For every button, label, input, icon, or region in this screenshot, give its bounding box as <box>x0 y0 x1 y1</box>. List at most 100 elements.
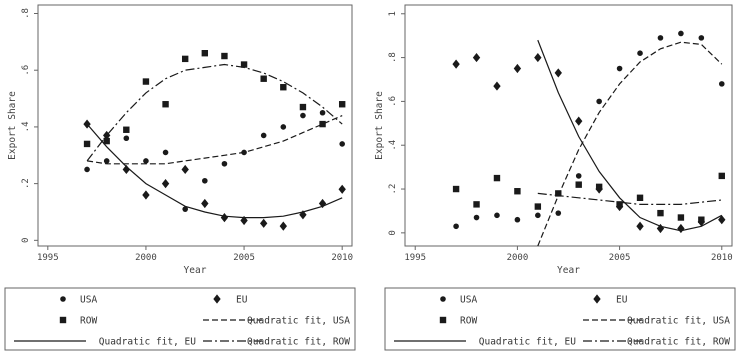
point-row <box>280 84 287 91</box>
x-tick-label: 1995 <box>404 253 426 263</box>
y-tick-label: .6 <box>388 96 398 107</box>
x-axis-label: Year <box>557 265 580 276</box>
point-row <box>452 185 460 193</box>
y-axis-label: Export Share <box>374 91 385 160</box>
point-eu <box>718 215 726 225</box>
y-tick-label: .6 <box>21 65 31 76</box>
legend-marker-diamond <box>593 294 601 304</box>
point-row <box>534 203 542 210</box>
y-tick-label: .4 <box>21 121 31 132</box>
point-usa <box>535 212 541 219</box>
point-usa <box>103 158 110 164</box>
point-row <box>616 201 623 208</box>
point-row <box>636 194 644 201</box>
point-eu <box>534 52 542 63</box>
point-eu <box>299 210 307 220</box>
legend-label: USA <box>80 295 97 306</box>
point-usa <box>123 135 130 142</box>
x-axis-label: Year <box>184 265 207 276</box>
point-usa <box>319 109 326 116</box>
point-row <box>698 216 705 223</box>
legend-label: Quadratic fit, USA <box>627 316 730 327</box>
point-row <box>677 214 685 221</box>
point-row <box>240 61 248 68</box>
legend-label: Quadratic fit, ROW <box>627 337 730 348</box>
point-row <box>201 50 209 57</box>
point-row <box>299 103 307 111</box>
legend-label: USA <box>460 295 477 306</box>
y-tick-label: .2 <box>388 184 398 195</box>
y-tick-label: 0 <box>388 230 398 235</box>
legend-marker-circle <box>60 296 66 302</box>
chart-left: 1995 2000 2005 2010 0 .2 .4 .6 .8 Year Export Shar… <box>4 4 356 351</box>
point-usa <box>182 206 188 212</box>
legend-box <box>384 287 736 351</box>
point-row <box>319 120 326 128</box>
point-eu <box>318 198 327 209</box>
point-eu <box>575 116 583 126</box>
legend-label: ROW <box>460 316 477 327</box>
point-eu <box>677 223 685 234</box>
point-usa <box>575 173 582 179</box>
point-row <box>575 181 582 188</box>
point-eu <box>161 179 170 189</box>
legend-box <box>4 287 356 351</box>
point-eu <box>513 63 522 74</box>
point-usa <box>678 30 684 37</box>
point-usa <box>555 210 562 216</box>
point-usa <box>280 124 287 130</box>
point-row <box>514 188 521 195</box>
point-usa <box>718 81 725 87</box>
point-eu <box>279 221 287 231</box>
point-usa <box>514 216 521 223</box>
point-eu <box>554 68 562 78</box>
y-tick-label: 1 <box>388 11 398 16</box>
point-eu <box>220 213 229 223</box>
point-row <box>595 183 603 191</box>
point-usa <box>260 132 267 139</box>
x-tick-label: 2000 <box>135 253 157 263</box>
y-tick-label: .4 <box>388 140 398 151</box>
legend-marker-square <box>59 316 67 324</box>
point-row <box>718 172 725 180</box>
point-row <box>221 52 228 60</box>
point-usa <box>143 158 149 164</box>
point-usa <box>657 35 664 41</box>
point-eu <box>493 81 501 91</box>
point-row <box>338 101 346 108</box>
point-eu <box>452 59 460 69</box>
y-tick-label: .2 <box>21 178 31 189</box>
fit-line-quadratic-fit-row <box>537 192 722 205</box>
fit-line-quadratic-fit-row <box>86 63 343 162</box>
point-eu <box>181 164 189 175</box>
point-row <box>493 174 501 182</box>
point-row <box>657 209 664 217</box>
point-row <box>142 78 150 85</box>
plot-frame <box>37 4 353 247</box>
legend-label: Quadratic fit, EU <box>479 337 577 348</box>
point-usa <box>241 149 247 156</box>
x-tick-label: 2010 <box>331 253 353 263</box>
point-usa <box>698 35 705 41</box>
x-tick-label: 1995 <box>37 253 59 263</box>
point-usa <box>300 112 306 119</box>
y-tick-label: .8 <box>21 8 31 19</box>
legend-label: Quadratic fit, EU <box>99 337 197 348</box>
point-eu <box>338 184 346 194</box>
legend-marker-square <box>439 316 447 324</box>
point-usa <box>596 98 602 105</box>
point-usa <box>453 223 459 230</box>
x-tick-label: 2005 <box>233 253 255 263</box>
fit-line-quadratic-fit-usa <box>537 41 723 247</box>
x-tick-label: 2010 <box>711 253 733 263</box>
point-usa <box>339 141 345 147</box>
y-axis-label: Export Share <box>7 91 18 160</box>
point-usa <box>637 50 643 56</box>
point-eu <box>656 223 665 234</box>
point-usa <box>162 149 169 156</box>
point-usa <box>494 212 500 219</box>
point-usa <box>473 214 480 221</box>
legend-label: ROW <box>80 316 97 327</box>
point-usa <box>616 65 623 72</box>
point-usa <box>221 160 228 167</box>
